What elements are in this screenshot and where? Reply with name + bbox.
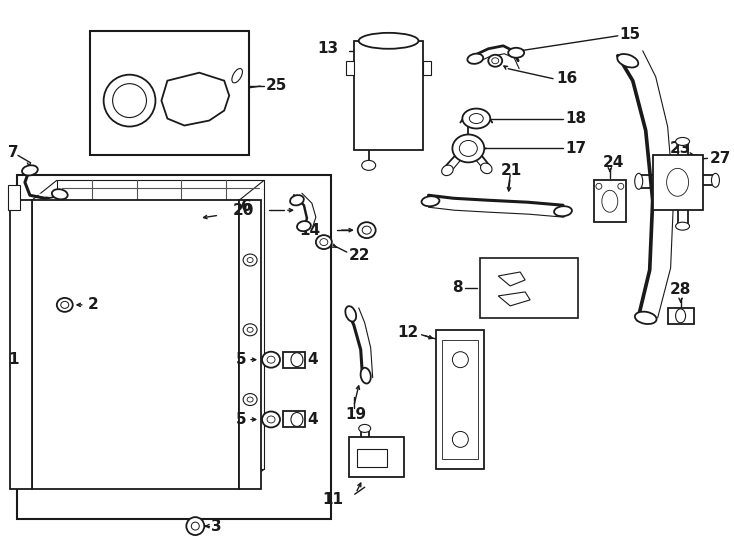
Ellipse shape [316,235,332,249]
Text: 19: 19 [346,407,367,422]
Bar [283,411,305,428]
Bar [594,180,626,222]
Text: 16: 16 [556,71,577,86]
Text: 2: 2 [87,298,98,312]
Text: 28: 28 [669,282,691,298]
Circle shape [186,517,204,535]
Text: 6: 6 [241,199,252,214]
Bar [354,41,424,151]
Ellipse shape [635,312,656,324]
Bar [349,437,404,477]
Bar [346,60,354,75]
Text: 5: 5 [236,352,246,367]
Text: 1: 1 [8,352,18,367]
Text: 4: 4 [307,352,318,367]
Polygon shape [498,272,525,286]
Ellipse shape [362,160,376,170]
Polygon shape [32,200,239,489]
Ellipse shape [52,189,68,199]
Text: 25: 25 [266,78,288,93]
Ellipse shape [297,221,310,231]
Text: 21: 21 [501,163,523,178]
Text: 9: 9 [542,271,553,286]
Text: 26: 26 [105,130,130,147]
Ellipse shape [635,173,643,190]
Ellipse shape [602,190,618,212]
Ellipse shape [452,134,484,163]
Bar [90,31,249,156]
Ellipse shape [290,195,304,205]
Text: 7: 7 [8,145,18,160]
Ellipse shape [357,222,376,238]
Ellipse shape [359,424,371,433]
Ellipse shape [232,69,242,83]
Text: 18: 18 [565,111,586,126]
Text: 12: 12 [397,325,418,340]
Ellipse shape [442,165,453,176]
Ellipse shape [345,306,356,321]
Ellipse shape [481,163,492,174]
Bar [283,352,305,368]
Bar [357,449,387,467]
Polygon shape [498,292,530,306]
Ellipse shape [262,411,280,428]
Ellipse shape [675,309,686,323]
Bar [668,308,694,324]
Ellipse shape [675,138,689,145]
Text: 27: 27 [710,151,731,166]
Text: 17: 17 [565,141,586,156]
Bar [17,176,331,519]
Bar [653,156,702,210]
Ellipse shape [617,54,639,68]
Text: 22: 22 [349,247,370,262]
Text: 10: 10 [547,291,568,306]
Ellipse shape [488,55,502,67]
Ellipse shape [22,165,37,176]
Text: 24: 24 [603,155,624,170]
Text: 20: 20 [233,202,254,218]
Text: 13: 13 [318,41,339,56]
Text: 3: 3 [211,518,222,534]
Ellipse shape [711,173,719,187]
Ellipse shape [468,53,483,64]
Bar [424,60,432,75]
Text: 4: 4 [307,412,318,427]
Ellipse shape [675,222,689,230]
Text: 11: 11 [323,492,344,507]
Text: 23: 23 [669,141,691,156]
Ellipse shape [262,352,280,368]
Bar [8,185,20,210]
Ellipse shape [360,368,371,383]
Circle shape [103,75,156,126]
Bar [10,200,32,489]
Ellipse shape [291,413,303,427]
Ellipse shape [554,206,572,216]
Bar [437,330,484,469]
Polygon shape [161,73,229,125]
Text: 15: 15 [619,28,641,42]
Ellipse shape [243,394,257,406]
Text: 5: 5 [236,412,246,427]
Ellipse shape [421,196,440,206]
Ellipse shape [359,33,418,49]
Ellipse shape [243,324,257,336]
Bar [239,200,261,489]
Ellipse shape [243,254,257,266]
Ellipse shape [291,353,303,367]
Bar [443,340,479,460]
Bar [480,258,578,318]
Ellipse shape [462,109,490,129]
Ellipse shape [57,298,73,312]
Text: 14: 14 [299,222,321,238]
Text: 8: 8 [451,280,462,295]
Ellipse shape [508,48,524,58]
